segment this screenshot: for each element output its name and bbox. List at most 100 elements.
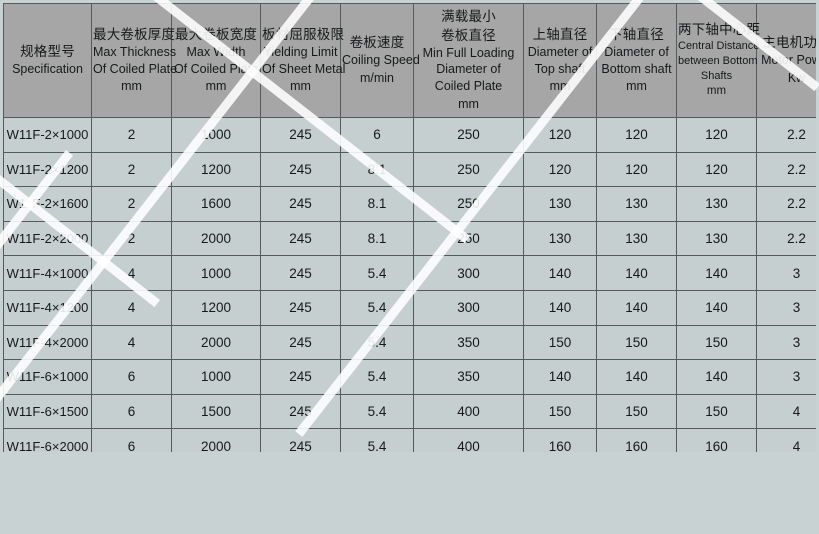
header-unit: mm: [121, 79, 142, 94]
table-cell: 6: [91, 428, 172, 452]
table-cell: 2: [91, 186, 172, 222]
table-cell: 245: [260, 117, 341, 153]
table-cell: 245: [260, 220, 341, 257]
header-label-cn: 板材屈服极限: [262, 26, 345, 42]
table-cell: 140: [596, 255, 677, 291]
table-cell: 300: [413, 255, 524, 291]
table-cell: 3: [756, 359, 816, 395]
header-unit: mm: [549, 79, 571, 94]
table-cell: 140: [676, 289, 757, 326]
header-label-en: Bottom shaft: [601, 61, 672, 76]
header-unit: mm: [205, 79, 227, 94]
table-cell: 130: [596, 186, 677, 222]
table-cell: 2: [91, 117, 172, 153]
column-header-3: 板材屈服极限 Yielding Limit Of Sheet Metal mm: [260, 3, 346, 118]
table-cell: 2.2: [756, 117, 816, 153]
cell-specification: W11F-2×1000: [3, 117, 92, 153]
column-header-5: 满载最小 卷板直径 Min Full Loading Diameter of Coile…: [413, 3, 524, 118]
table-cell: 120: [523, 151, 597, 188]
table-cell: 250: [413, 220, 524, 257]
table-cell: 140: [523, 359, 597, 395]
cell-specification: W11F-2×1200: [3, 151, 92, 188]
table-cell: 5.4: [340, 289, 414, 326]
table-cell: 4: [91, 289, 172, 326]
column-header-9: 主电机功率 Motor Power Kw: [756, 3, 816, 118]
table-cell: 8.1: [340, 220, 414, 257]
header-unit: mm: [458, 96, 479, 111]
table-cell: 130: [676, 220, 757, 257]
table-cell: 245: [260, 151, 341, 188]
table-cell: 120: [676, 151, 757, 188]
header-label-cn: 两下轴中心距: [678, 22, 761, 38]
header-label-en: Coiling Speed: [342, 53, 420, 68]
table-cell: 400: [413, 393, 524, 430]
table-cell: 250: [413, 151, 524, 188]
header-label-cn: 上轴直径: [532, 26, 588, 42]
column-header-8: 两下轴中心距 Central Distance between Bottom Shaf…: [676, 3, 761, 118]
table-cell: 250: [413, 186, 524, 222]
table-cell: 120: [596, 151, 677, 188]
table-cell: 1000: [171, 117, 261, 153]
header-unit: Kw: [787, 71, 806, 86]
table-cell: 245: [260, 359, 341, 395]
table-cell: 5.4: [340, 393, 414, 430]
header-label-en: Of Coiled Plate: [93, 61, 178, 76]
table-cell: 2.2: [756, 151, 816, 188]
table-cell: 5.4: [340, 255, 414, 291]
table-cell: 150: [523, 324, 597, 361]
table-cell: 4: [91, 255, 172, 291]
header-label-en: Of Coiled Plate: [173, 61, 259, 76]
header-label-en: Max Width: [186, 44, 246, 59]
table-cell: 5.4: [340, 428, 414, 452]
table-cell: 6: [91, 393, 172, 430]
table-cell: 245: [260, 324, 341, 361]
table-cell: 8.1: [340, 186, 414, 222]
table-cell: 3: [756, 324, 816, 361]
table-cell: 150: [676, 393, 757, 430]
table-header-row: 规格型号 Specification 最大卷板厚度 Max Thickness Of C…: [3, 3, 816, 118]
table-cell: 140: [596, 359, 677, 395]
table-cell: 245: [260, 289, 341, 326]
cell-specification: W11F-6×1500: [3, 393, 92, 430]
table-cell: 130: [676, 186, 757, 222]
spec-table-container: 规格型号 Specification 最大卷板厚度 Max Thickness Of C…: [3, 3, 816, 452]
header-unit: mm: [626, 79, 647, 94]
cell-specification: W11F-2×2000: [3, 220, 92, 257]
table-cell: 245: [260, 255, 341, 291]
table-cell: 160: [523, 428, 597, 452]
table-cell: 1600: [171, 186, 261, 222]
table-row: W11F-6×1500 6 1500 245 5.4 400 150 150 150 4: [3, 393, 816, 430]
header-label-cn: 最大卷板厚度: [93, 26, 176, 42]
specification-table: 规格型号 Specification 最大卷板厚度 Max Thickness Of C…: [3, 3, 816, 452]
table-cell: 3: [756, 255, 816, 291]
table-row: W11F-2×1600 2 1600 245 8.1 250 130 130 130 2.2: [3, 186, 816, 222]
header-label-en: Max Thickness: [93, 44, 177, 59]
table-cell: 160: [676, 428, 757, 452]
table-cell: 140: [676, 255, 757, 291]
table-cell: 245: [260, 393, 341, 430]
header-label-cn: 下轴直径: [609, 26, 664, 42]
table-cell: 120: [523, 117, 597, 153]
table-cell: 150: [596, 393, 677, 430]
table-cell: 350: [413, 359, 524, 395]
table-cell: 2: [91, 220, 172, 257]
table-row: W11F-6×1000 6 1000 245 5.4 350 140 140 140 3: [3, 359, 816, 395]
table-cell: 400: [413, 428, 524, 452]
header-label-en: Of Sheet Metal: [262, 61, 346, 76]
table-cell: 5.4: [340, 359, 414, 395]
table-cell: 2000: [171, 324, 261, 361]
table-cell: 4: [91, 324, 172, 361]
table-cell: 2.2: [756, 220, 816, 257]
cell-specification: W11F-4×1200: [3, 289, 92, 326]
column-header-1: 最大卷板厚度 Max Thickness Of Coiled Plate mm: [91, 3, 178, 118]
table-cell: 2: [91, 151, 172, 188]
header-label-cn: 规格型号: [20, 44, 75, 60]
table-cell: 1000: [171, 255, 261, 291]
header-label-en: Diameter of: [436, 62, 501, 77]
table-row: W11F-2×1200 2 1200 245 8.1 250 120 120 120 2.2: [3, 151, 816, 188]
table-cell: 140: [523, 255, 597, 291]
table-cell: 1200: [171, 151, 261, 188]
table-cell: 250: [413, 117, 524, 153]
header-label-en: Diameter of: [604, 44, 669, 59]
table-cell: 2000: [171, 220, 261, 257]
